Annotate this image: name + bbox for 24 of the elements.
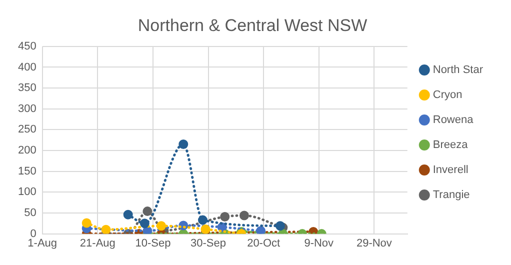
- x-tick-label: 20-Oct: [247, 237, 280, 250]
- chart-title: Northern & Central West NSW: [138, 16, 368, 35]
- x-tick-label: 9-Nov: [304, 237, 334, 250]
- legend-label: North Star: [432, 64, 484, 76]
- legend-label: Rowena: [432, 114, 474, 126]
- x-tick-label: 10-Sep: [135, 237, 171, 250]
- legend-label: Breeza: [432, 139, 469, 152]
- y-tick-label: 450: [18, 40, 36, 52]
- y-tick-label: 100: [18, 186, 36, 198]
- y-tick-label: 150: [18, 165, 36, 178]
- legend-label: Inverell: [432, 164, 468, 176]
- x-tick-label: 21-Aug: [80, 237, 116, 250]
- legend-label: Cryon: [432, 89, 462, 102]
- y-tick-label: 50: [24, 207, 36, 220]
- x-tick-label: 1-Aug: [28, 237, 58, 250]
- x-tick-label: 30-Sep: [190, 237, 226, 250]
- y-tick-label: 200: [18, 144, 36, 157]
- y-tick-label: 300: [18, 102, 36, 115]
- legend-label: Trangie: [432, 189, 470, 202]
- y-tick-label: 400: [18, 61, 36, 74]
- y-tick-label: 350: [18, 82, 36, 94]
- x-tick-label: 29-Nov: [356, 237, 392, 250]
- y-tick-label: 0: [30, 228, 36, 240]
- y-tick-label: 250: [18, 124, 36, 136]
